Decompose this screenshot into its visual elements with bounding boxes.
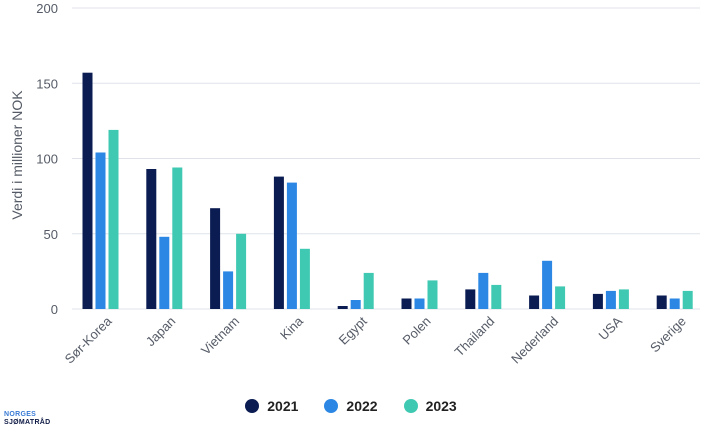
x-tick-label: Egypt bbox=[336, 313, 370, 347]
bar-2023-3[interactable] bbox=[236, 233, 247, 310]
y-tick-label: 150 bbox=[36, 76, 58, 91]
legend-item-2022[interactable]: 2022 bbox=[324, 398, 378, 414]
legend-marker-2023 bbox=[403, 399, 418, 413]
bar-2022-8[interactable] bbox=[542, 260, 553, 309]
logo-line-1: NORGES bbox=[4, 411, 37, 418]
legend-item-2021[interactable]: 2021 bbox=[245, 398, 298, 414]
bar-2021-8[interactable] bbox=[529, 295, 540, 310]
bar-2021-5[interactable] bbox=[337, 306, 348, 309]
bar-chart: 0 50 100 150 200 Verdi i millioner NOK Sør-K… bbox=[9, 1, 700, 367]
bar-2021-4[interactable] bbox=[273, 176, 284, 309]
bar-2021-9[interactable] bbox=[592, 293, 603, 309]
x-tick-label: Vietnam bbox=[198, 314, 242, 358]
bar-2023-5[interactable] bbox=[363, 272, 374, 309]
legend-label-2022: 2022 bbox=[346, 398, 378, 414]
y-axis-ticks: 0 50 100 150 200 bbox=[36, 1, 58, 317]
x-axis-ticks: Sør-Korea Japan Vietnam Kina Egypt Polen Thail… bbox=[62, 313, 689, 367]
bar-2023-9[interactable] bbox=[618, 289, 629, 309]
bar-2022-10[interactable] bbox=[669, 298, 680, 310]
bar-2022-1[interactable] bbox=[95, 152, 106, 310]
bar-2021-2[interactable] bbox=[146, 169, 157, 309]
bar-2023-1[interactable] bbox=[108, 129, 119, 309]
bar-2023-4[interactable] bbox=[299, 248, 310, 309]
bar-2021-3[interactable] bbox=[210, 208, 221, 309]
bar-2021-6[interactable] bbox=[401, 298, 412, 310]
bar-2022-2[interactable] bbox=[159, 236, 170, 309]
bar-2022-4[interactable] bbox=[286, 182, 297, 309]
y-tick-label: 100 bbox=[36, 152, 58, 167]
x-tick-label: USA bbox=[596, 313, 626, 343]
x-tick-label: Sverige bbox=[647, 314, 689, 356]
legend-label-2021: 2021 bbox=[267, 398, 299, 414]
y-tick-label: 50 bbox=[44, 227, 58, 242]
legend-item-2023[interactable]: 2023 bbox=[403, 398, 457, 414]
y-tick-label: 200 bbox=[36, 1, 58, 16]
bar-2021-1[interactable] bbox=[82, 72, 93, 309]
bar-2023-7[interactable] bbox=[491, 284, 502, 309]
x-tick-label: Sør-Korea bbox=[62, 313, 116, 367]
legend-marker-2021 bbox=[245, 399, 260, 413]
norges-sjomatrad-logo: NORGES SJØMATRÅD bbox=[4, 411, 51, 427]
bars bbox=[82, 72, 693, 310]
bar-2023-8[interactable] bbox=[555, 286, 566, 309]
bar-2021-10[interactable] bbox=[656, 295, 667, 310]
legend: 2021 2022 2023 bbox=[0, 394, 702, 418]
x-tick-label: Kina bbox=[277, 313, 307, 343]
x-tick-label: Nederland bbox=[508, 314, 561, 367]
x-tick-label: Polen bbox=[400, 314, 434, 348]
bar-2021-7[interactable] bbox=[465, 289, 476, 309]
bar-2022-6[interactable] bbox=[414, 298, 425, 310]
bar-2023-6[interactable] bbox=[427, 280, 438, 309]
x-tick-label: Japan bbox=[143, 314, 179, 350]
legend-label-2023: 2023 bbox=[425, 398, 457, 414]
bar-2022-7[interactable] bbox=[478, 272, 489, 309]
bar-2023-2[interactable] bbox=[172, 167, 183, 310]
bar-2023-10[interactable] bbox=[682, 290, 693, 309]
bar-2022-9[interactable] bbox=[605, 290, 616, 309]
x-tick-label: Thailand bbox=[452, 314, 498, 360]
legend-marker-2022 bbox=[324, 399, 339, 413]
y-tick-label: 0 bbox=[51, 302, 58, 317]
y-axis-label: Verdi i millioner NOK bbox=[9, 90, 25, 220]
logo-line-2: SJØMATRÅD bbox=[4, 419, 51, 426]
bar-2022-5[interactable] bbox=[350, 300, 361, 309]
bar-2022-3[interactable] bbox=[223, 271, 234, 309]
